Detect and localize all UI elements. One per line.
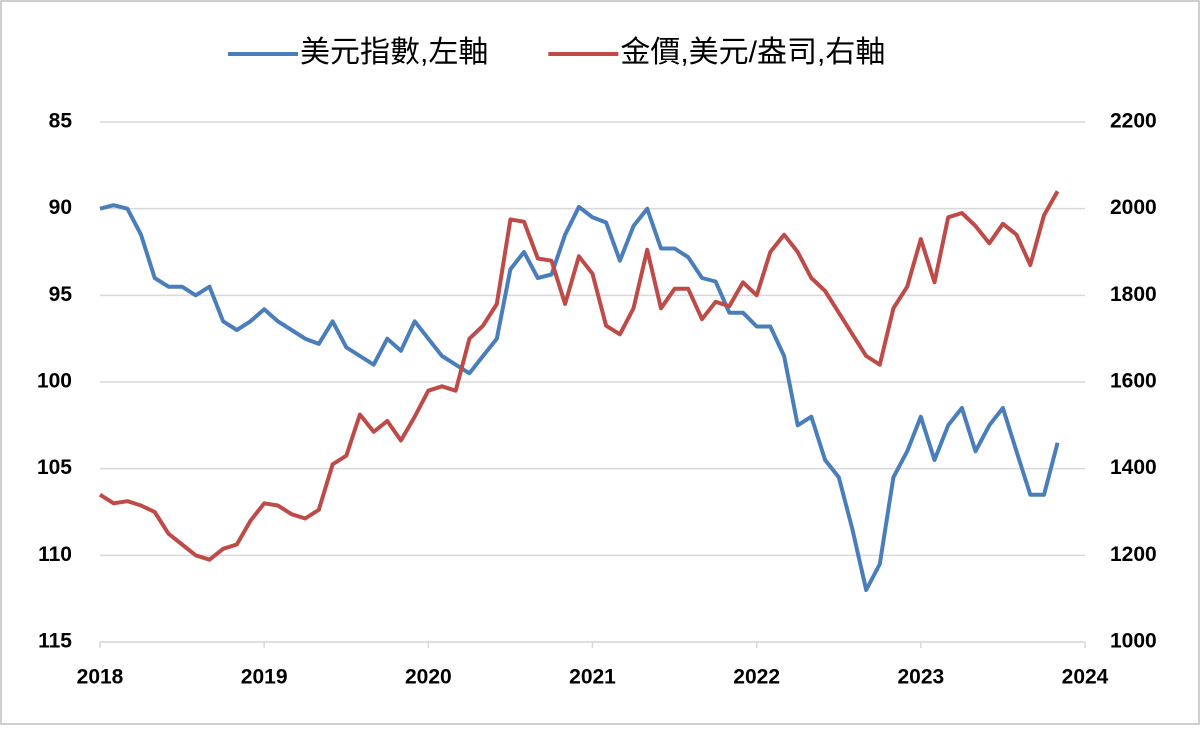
y2-tick-label: 2200 [1110,110,1157,133]
y2-tick-label: 1600 [1110,370,1157,393]
y-tick-label: 85 [49,110,73,133]
x-tick-label: 2024 [1062,666,1109,689]
x-tick-label: 2021 [569,666,616,689]
series-line [98,190,1060,562]
y2-tick-label: 1000 [1110,630,1157,653]
x-tick-label: 2020 [405,666,452,689]
x-tick-label: 2018 [77,666,124,689]
y2-tick-label: 1400 [1110,456,1157,479]
y-tick-label: 100 [37,370,72,393]
series-line [99,203,1060,592]
y2-tick-label: 1800 [1110,283,1157,306]
y2-tick-label: 2000 [1110,196,1157,219]
y2-tick-label: 1200 [1110,543,1157,566]
y-tick-label: 110 [38,543,72,566]
y-tick-label: 90 [49,196,72,219]
legend-label: 金價,美元/盎司,右軸 [620,36,885,69]
x-tick-label: 2022 [733,666,780,689]
x-tick-label: 2019 [241,666,288,689]
y-tick-label: 95 [49,283,73,306]
legend-label: 美元指數,左軸 [300,36,488,69]
x-tick-label: 2023 [897,666,944,689]
y-tick-label: 105 [37,456,72,479]
y-tick-label: 115 [38,630,72,653]
